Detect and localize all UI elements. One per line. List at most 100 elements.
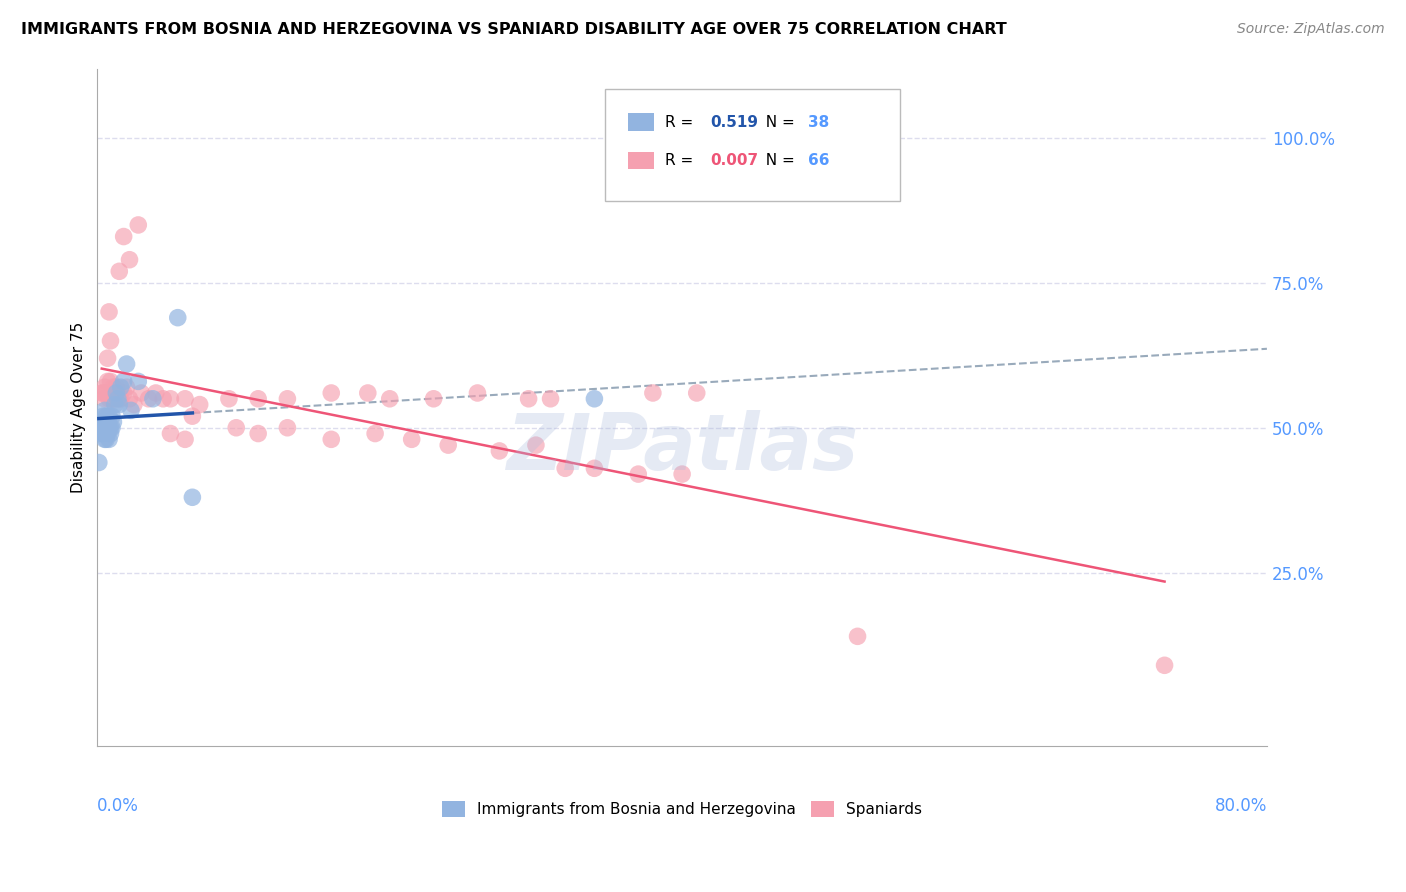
Point [105,380,128,394]
Point [174,392,197,406]
Point [152,392,174,406]
Point [108,392,131,406]
Point [467,386,489,401]
Point [93,380,115,394]
Point [145,386,167,401]
Point [100,334,122,348]
Point [100,421,122,435]
Point [422,392,444,406]
Point [159,426,181,441]
Point [87,456,110,470]
Point [129,386,152,401]
Text: R =: R = [665,153,699,168]
Point [127,218,149,232]
Point [93,415,115,429]
Point [108,264,131,278]
Point [91,426,114,441]
Point [583,461,606,475]
Point [97,351,120,366]
Point [641,386,664,401]
Point [103,392,125,406]
Point [181,490,204,504]
Point [107,392,129,406]
Point [188,398,211,412]
Point [122,398,145,412]
Point [100,426,122,441]
Point [166,310,188,325]
Point [89,421,111,435]
Point [90,415,112,429]
Point [321,386,343,401]
Point [108,398,131,412]
Point [247,426,270,441]
Point [104,398,127,412]
Point [103,415,125,429]
Point [101,421,124,435]
Point [321,433,343,447]
Point [218,392,240,406]
Point [517,392,540,406]
Point [138,392,160,406]
Point [103,380,125,394]
Point [97,415,120,429]
Point [583,392,606,406]
Point [112,386,135,401]
Point [364,426,387,441]
Point [357,386,380,401]
Point [101,392,124,406]
Point [142,392,165,406]
Legend: Immigrants from Bosnia and Herzegovina, Spaniards: Immigrants from Bosnia and Herzegovina, … [436,795,928,823]
Point [401,433,423,447]
Point [554,461,576,475]
Point [90,426,112,441]
Point [112,229,135,244]
Point [101,409,124,424]
Point [276,421,298,435]
Text: 0.519: 0.519 [710,115,758,129]
Point [127,375,149,389]
Text: 0.0%: 0.0% [97,797,139,815]
Point [524,438,547,452]
Point [174,433,197,447]
Point [247,392,270,406]
Point [101,386,124,401]
Point [671,467,693,482]
Point [97,421,120,435]
Point [110,380,132,394]
Point [93,392,115,406]
Text: N =: N = [756,115,800,129]
Point [90,386,112,401]
Point [105,386,128,401]
Point [97,375,120,389]
Point [378,392,401,406]
Point [98,433,121,447]
Point [115,357,138,371]
Point [627,467,650,482]
Text: R =: R = [665,115,699,129]
Text: IMMIGRANTS FROM BOSNIA AND HERZEGOVINA VS SPANIARD DISABILITY AGE OVER 75 CORREL: IMMIGRANTS FROM BOSNIA AND HERZEGOVINA V… [21,22,1007,37]
Point [104,386,127,401]
Point [437,438,460,452]
Point [118,252,141,267]
Point [94,421,117,435]
Point [98,409,121,424]
Point [98,392,121,406]
Point [100,375,122,389]
Point [159,392,181,406]
Point [93,421,115,435]
Point [94,386,117,401]
Text: 80.0%: 80.0% [1215,797,1267,815]
Point [686,386,709,401]
Point [110,392,132,406]
Text: 0.007: 0.007 [710,153,758,168]
Point [488,444,510,458]
Point [104,392,127,406]
Text: 38: 38 [808,115,830,129]
Point [98,305,121,319]
Point [115,380,138,394]
Point [98,421,121,435]
Text: N =: N = [756,153,800,168]
Text: ZIPatlas: ZIPatlas [506,410,858,486]
Point [94,433,117,447]
Point [1153,658,1175,673]
